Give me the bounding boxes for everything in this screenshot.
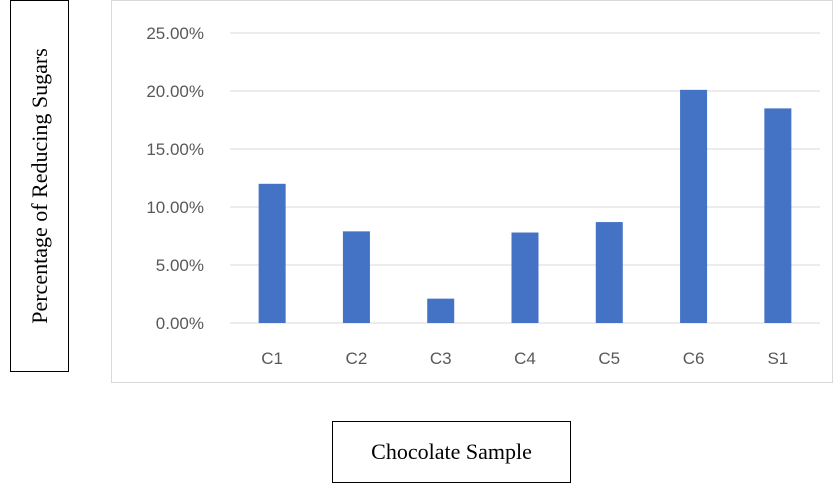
- chart-area: 0.00% 5.00% 10.00% 15.00% 20.00% 25.00% C1 C2 C…: [111, 0, 833, 383]
- x-tick-label: C3: [430, 349, 452, 368]
- bar-c3: [427, 298, 455, 323]
- x-tick-label: C1: [261, 349, 283, 368]
- bars: [258, 89, 792, 324]
- bar-c5: [595, 222, 623, 323]
- x-tick-labels: C1 C2 C3 C4 C5 C6 S1: [261, 349, 788, 368]
- y-axis-label: Percentage of Reducing Sugars: [26, 48, 52, 324]
- bar-c2: [342, 231, 370, 323]
- y-tick-label: 15.00%: [146, 140, 204, 159]
- y-tick-label: 0.00%: [156, 314, 204, 333]
- bar-c1: [258, 183, 286, 323]
- bar-c6: [680, 89, 708, 323]
- bar-s1: [764, 108, 792, 324]
- y-tick-labels: 0.00% 5.00% 10.00% 15.00% 20.00% 25.00%: [146, 24, 204, 333]
- x-tick-label: C6: [683, 349, 705, 368]
- y-tick-label: 20.00%: [146, 82, 204, 101]
- y-axis-label-box: Percentage of Reducing Sugars: [10, 0, 69, 372]
- bar-chart: 0.00%5.00%10.00%15.00%20.00%25.00% C1 C2 C…: [146, 24, 820, 368]
- x-tick-label: C2: [346, 349, 368, 368]
- y-tick-label: 5.00%: [156, 256, 204, 275]
- bar-c4: [511, 232, 539, 323]
- x-tick-label: S1: [767, 349, 788, 368]
- y-tick-label: 25.00%: [146, 24, 204, 43]
- x-axis-label-box: Chocolate Sample: [332, 421, 571, 483]
- x-tick-label: C4: [514, 349, 536, 368]
- x-axis-label: Chocolate Sample: [371, 439, 532, 464]
- gridlines: [230, 32, 820, 324]
- y-tick-label: 10.00%: [146, 198, 204, 217]
- x-tick-label: C5: [598, 349, 620, 368]
